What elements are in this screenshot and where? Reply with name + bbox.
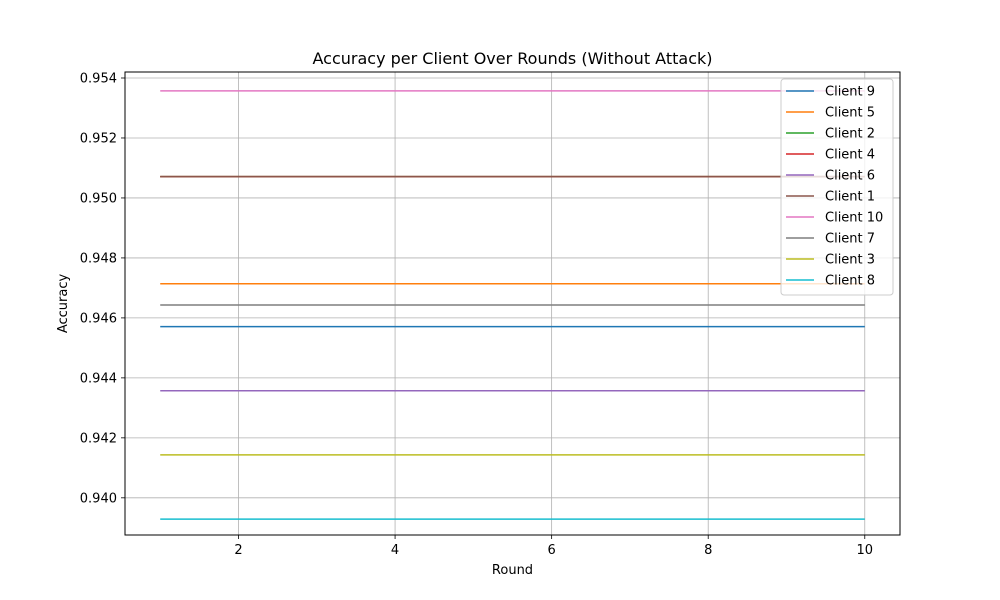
legend-label: Client 2 [825,127,875,142]
legend-label: Client 8 [825,274,875,289]
y-tick-label: 0.942 [80,431,117,446]
legend-label: Client 3 [825,253,875,268]
y-tick-label: 0.954 [80,71,117,86]
legend-label: Client 1 [825,190,875,205]
legend-label: Client 7 [825,232,875,247]
y-tick-label: 0.946 [80,311,117,326]
plot-frame [124,71,901,536]
grid [125,72,900,535]
x-tick-label: 2 [234,543,242,558]
y-tick-label: 0.940 [80,491,117,506]
x-tick-label: 6 [548,543,556,558]
legend-label: Client 4 [825,148,875,163]
chart-title: Accuracy per Client Over Rounds (Without… [313,49,713,68]
y-tick-label: 0.950 [80,191,117,206]
legend-label: Client 10 [825,211,883,226]
y-tick-label: 0.952 [80,131,117,146]
x-tick-label: 8 [704,543,712,558]
x-tick-label: 4 [391,543,399,558]
legend-label: Client 5 [825,106,875,121]
x-axis-label: Round [492,563,533,578]
y-tick-label: 0.948 [80,251,117,266]
axis-ticks: 2 4 6 8 10 0.940 0.942 0.944 0.946 0.948 0.950 0.95… [80,71,873,558]
y-axis-label: Accuracy [56,274,71,334]
y-tick-label: 0.944 [80,371,117,386]
series-lines [160,90,865,520]
legend: Client 9 Client 5 Client 2 Client 4 Client 6… [780,78,894,296]
legend-label: Client 6 [825,169,875,184]
x-tick-label: 10 [856,543,873,558]
legend-label: Client 9 [825,85,875,100]
